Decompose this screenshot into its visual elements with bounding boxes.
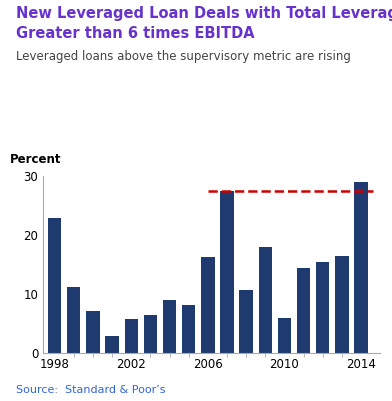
Bar — [316, 262, 330, 353]
Text: Percent: Percent — [9, 153, 61, 166]
Text: Leveraged loans above the supervisory metric are rising: Leveraged loans above the supervisory me… — [16, 50, 350, 63]
Bar — [67, 287, 80, 353]
Text: Source:  Standard & Poor’s: Source: Standard & Poor’s — [16, 385, 165, 395]
Bar — [48, 218, 61, 353]
Bar — [259, 247, 272, 353]
Bar — [163, 300, 176, 353]
Bar — [278, 318, 291, 353]
Text: Greater than 6 times EBITDA: Greater than 6 times EBITDA — [16, 26, 254, 41]
Bar — [297, 267, 310, 353]
Bar — [105, 336, 119, 353]
Bar — [86, 310, 100, 353]
Text: New Leveraged Loan Deals with Total Leverage: New Leveraged Loan Deals with Total Leve… — [16, 6, 392, 21]
Bar — [201, 257, 214, 353]
Bar — [125, 319, 138, 353]
Bar — [335, 256, 348, 353]
Bar — [354, 182, 368, 353]
Bar — [240, 290, 253, 353]
Bar — [182, 305, 195, 353]
Bar — [144, 315, 157, 353]
Bar — [220, 191, 234, 353]
